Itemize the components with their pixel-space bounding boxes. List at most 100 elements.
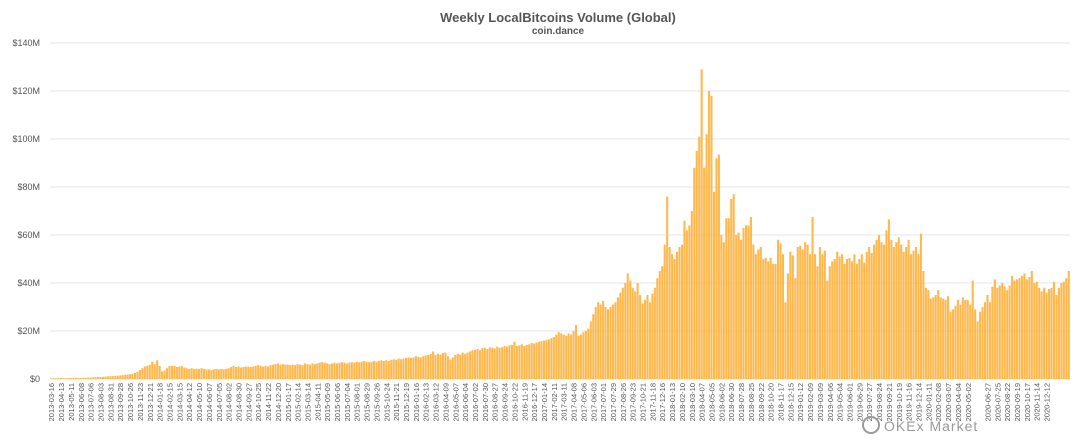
x-tick-label: 2016-08-27	[491, 383, 500, 421]
bar	[942, 298, 945, 379]
bar	[1052, 281, 1056, 379]
bar	[515, 345, 518, 379]
bar	[882, 244, 886, 379]
bar	[821, 254, 824, 379]
bar	[582, 332, 585, 379]
x-tick-label: 2014-03-15	[175, 383, 184, 421]
x-tick-label: 2020-12-12	[1043, 383, 1052, 421]
bar	[259, 365, 262, 379]
bar	[643, 299, 647, 379]
bar	[74, 377, 77, 379]
x-tick-label: 2014-12-20	[274, 383, 283, 421]
bar	[799, 245, 802, 379]
bar	[779, 243, 782, 379]
bar	[210, 369, 213, 379]
bar	[784, 302, 787, 379]
x-tick-label: 2013-12-21	[146, 383, 155, 421]
bar	[508, 345, 511, 379]
bar	[422, 356, 425, 379]
bar	[579, 334, 582, 379]
x-tick-label: 2014-07-05	[215, 383, 224, 421]
bar	[1030, 271, 1033, 379]
bar	[520, 344, 523, 379]
bar	[365, 361, 368, 379]
bar	[567, 333, 570, 379]
bar	[119, 375, 122, 379]
bar	[530, 343, 533, 379]
bar	[67, 378, 70, 379]
bar	[62, 378, 65, 379]
bar	[811, 217, 814, 379]
bar	[207, 369, 210, 379]
bar	[979, 311, 982, 379]
x-tick-label: 2017-09-23	[629, 383, 638, 421]
bar	[294, 365, 297, 379]
bar	[133, 373, 137, 379]
bar	[845, 259, 849, 379]
bar	[284, 364, 287, 379]
bar	[885, 230, 888, 379]
x-tick-label: 2013-09-28	[116, 383, 125, 421]
bar	[262, 366, 265, 379]
bar	[466, 352, 469, 379]
bar	[813, 254, 817, 379]
bar	[427, 355, 430, 379]
x-tick-label: 2014-02-15	[165, 383, 174, 421]
bar	[331, 363, 334, 379]
bar	[244, 366, 247, 379]
chart-subtitle: coin.dance	[531, 26, 585, 37]
bar	[725, 218, 728, 379]
bar	[163, 370, 166, 379]
bar	[974, 309, 977, 379]
bar	[449, 359, 452, 379]
x-tick-label: 2013-08-03	[97, 383, 106, 421]
bar	[242, 367, 245, 379]
bar	[1045, 292, 1048, 379]
bar	[772, 263, 775, 379]
bar	[444, 352, 447, 379]
bar	[648, 302, 651, 379]
bar	[459, 354, 462, 379]
bar	[730, 199, 733, 379]
bar	[703, 167, 706, 379]
bar	[121, 375, 124, 379]
bar	[1055, 295, 1058, 379]
bar	[607, 309, 610, 379]
bar	[437, 353, 440, 379]
bar	[1003, 286, 1006, 379]
bar	[505, 346, 509, 379]
x-tick-label: 2019-06-01	[845, 383, 854, 421]
x-tick-label: 2018-08-25	[747, 383, 756, 421]
bar	[540, 341, 543, 379]
bar	[230, 367, 233, 379]
bar	[503, 345, 506, 379]
bar	[604, 307, 607, 379]
bar	[1043, 287, 1046, 379]
bar	[358, 362, 361, 379]
bar	[924, 287, 927, 379]
bar	[621, 287, 624, 379]
bar	[937, 290, 940, 379]
x-tick-label: 2017-07-29	[609, 383, 618, 421]
bar	[717, 154, 720, 379]
bar	[555, 334, 558, 379]
bar	[722, 242, 725, 379]
x-tick-label: 2018-09-22	[757, 383, 766, 421]
bar	[991, 286, 994, 379]
x-tick-label: 2013-11-23	[136, 383, 145, 421]
bar	[188, 368, 191, 379]
x-tick-label: 2018-07-28	[737, 383, 746, 421]
bar	[809, 254, 812, 379]
bar	[934, 295, 937, 379]
bar	[488, 347, 491, 379]
bar	[791, 255, 794, 379]
bar	[269, 365, 272, 379]
bar	[523, 345, 526, 379]
bar	[666, 196, 669, 379]
bar	[355, 361, 358, 379]
x-tick-label: 2015-01-17	[284, 383, 293, 421]
bar	[387, 361, 390, 379]
bar	[912, 250, 915, 379]
bar	[72, 377, 75, 379]
